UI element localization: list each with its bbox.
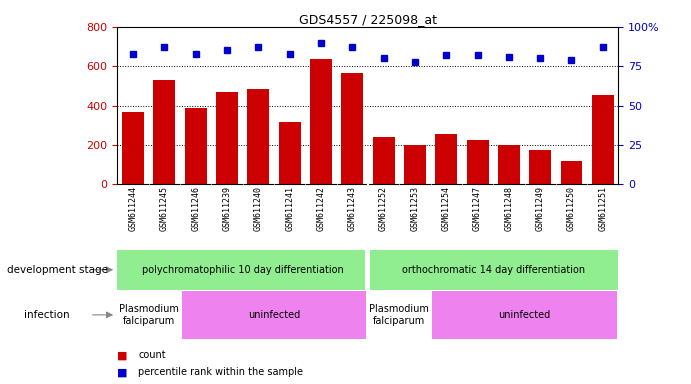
Bar bbox=[432, 291, 617, 339]
Bar bbox=[341, 73, 363, 184]
Bar bbox=[184, 108, 207, 184]
Bar bbox=[122, 113, 144, 184]
Text: GSM611245: GSM611245 bbox=[160, 186, 169, 231]
Text: development stage: development stage bbox=[7, 265, 108, 275]
Text: count: count bbox=[138, 350, 166, 360]
Text: GSM611247: GSM611247 bbox=[473, 186, 482, 231]
Bar bbox=[310, 60, 332, 184]
Bar bbox=[370, 250, 618, 290]
Text: polychromatophilic 10 day differentiation: polychromatophilic 10 day differentiatio… bbox=[142, 265, 343, 275]
Text: GSM611248: GSM611248 bbox=[504, 186, 513, 231]
Text: orthochromatic 14 day differentiation: orthochromatic 14 day differentiation bbox=[401, 265, 585, 275]
Bar bbox=[182, 291, 366, 339]
Bar bbox=[216, 92, 238, 184]
Text: GSM611252: GSM611252 bbox=[379, 186, 388, 231]
Bar bbox=[529, 150, 551, 184]
Text: uninfected: uninfected bbox=[248, 310, 300, 320]
Bar bbox=[404, 145, 426, 184]
Text: GSM611254: GSM611254 bbox=[442, 186, 451, 231]
Bar bbox=[117, 250, 366, 290]
Bar bbox=[560, 161, 583, 184]
Title: GDS4557 / 225098_at: GDS4557 / 225098_at bbox=[299, 13, 437, 26]
Bar bbox=[119, 291, 178, 339]
Text: GSM611243: GSM611243 bbox=[348, 186, 357, 231]
Bar bbox=[153, 80, 176, 184]
Text: GSM611240: GSM611240 bbox=[254, 186, 263, 231]
Text: infection: infection bbox=[24, 310, 70, 320]
Text: GSM611250: GSM611250 bbox=[567, 186, 576, 231]
Bar bbox=[435, 134, 457, 184]
Text: Plasmodium
falciparum: Plasmodium falciparum bbox=[119, 304, 179, 326]
Bar bbox=[466, 140, 489, 184]
Text: GSM611253: GSM611253 bbox=[410, 186, 419, 231]
Bar bbox=[247, 89, 269, 184]
Text: Plasmodium
falciparum: Plasmodium falciparum bbox=[369, 304, 429, 326]
Text: ■: ■ bbox=[117, 350, 128, 360]
Text: ■: ■ bbox=[117, 367, 128, 377]
Text: GSM611242: GSM611242 bbox=[316, 186, 325, 231]
Text: GSM611244: GSM611244 bbox=[129, 186, 138, 231]
Text: GSM611251: GSM611251 bbox=[598, 186, 607, 231]
Bar bbox=[498, 144, 520, 184]
Bar bbox=[591, 95, 614, 184]
Text: GSM611241: GSM611241 bbox=[285, 186, 294, 231]
Bar bbox=[372, 137, 395, 184]
Text: percentile rank within the sample: percentile rank within the sample bbox=[138, 367, 303, 377]
Text: uninfected: uninfected bbox=[498, 310, 551, 320]
Text: GSM611239: GSM611239 bbox=[223, 186, 231, 231]
Bar bbox=[278, 122, 301, 184]
Bar bbox=[370, 291, 429, 339]
Text: GSM611249: GSM611249 bbox=[536, 186, 545, 231]
Text: GSM611246: GSM611246 bbox=[191, 186, 200, 231]
